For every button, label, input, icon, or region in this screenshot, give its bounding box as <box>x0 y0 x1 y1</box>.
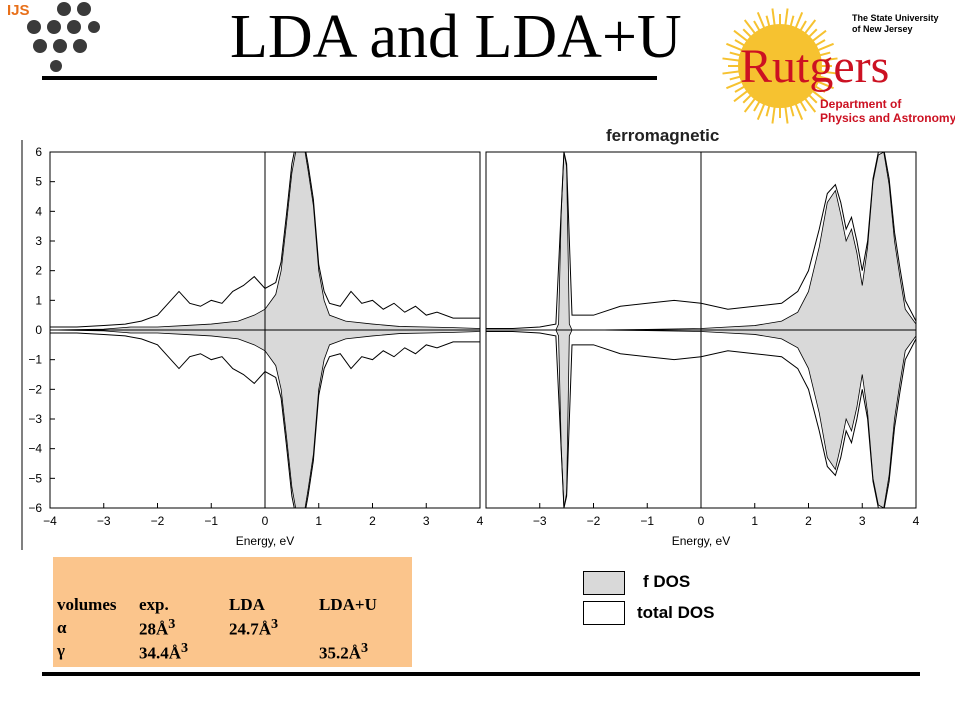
ldau-cell: 35.2Å3 <box>319 639 369 663</box>
x-tick-label: −4 <box>43 514 57 528</box>
phase-cell: γ <box>57 641 65 661</box>
y-tick-label: 6 <box>35 145 42 159</box>
table-header-cell: LDA+U <box>319 594 377 614</box>
rutgers-wordmark: Rutgers <box>740 40 889 93</box>
dos-charts: −4 −3 −2 −1 0 1 2 3 4 6 5 4 3 2 1 0 −1 −2 −3 −4 −5 −6 Energy, … <box>21 140 920 550</box>
total-dos-line-spin-down <box>486 330 916 508</box>
plot-subtitle: ferromagnetic <box>606 126 720 145</box>
y-tick-label: −2 <box>28 382 42 396</box>
total-dos-line-spin-up <box>50 152 480 328</box>
y-tick-label: 2 <box>35 264 42 278</box>
legend-label-f-dos: f DOS <box>643 572 691 591</box>
x-tick-label: 2 <box>805 514 812 528</box>
x-tick-label: 3 <box>859 514 866 528</box>
x-tick-label: −1 <box>204 514 218 528</box>
table-header-cell: exp. <box>139 594 169 614</box>
university-line-1: The State University <box>852 13 939 23</box>
lda-cell: 24.7Å3 <box>229 616 279 639</box>
x-axis-label: Energy, eV <box>236 534 294 548</box>
x-tick-label: 1 <box>751 514 758 528</box>
y-tick-label: −6 <box>28 501 42 515</box>
slide-title: LDA and LDA+U <box>230 3 682 71</box>
table-row: γ 34.4Å3 35.2Å3 <box>57 640 377 664</box>
x-tick-label: 4 <box>913 514 920 528</box>
x-tick-label: 3 <box>423 514 430 528</box>
y-tick-label: −1 <box>28 353 42 367</box>
bottom-rule <box>42 672 920 676</box>
x-tick-label: 1 <box>315 514 322 528</box>
university-line-2: of New Jersey <box>852 24 913 34</box>
x-tick-label: 4 <box>477 514 484 528</box>
ldau-cell <box>319 616 377 640</box>
ijs-logo-text: IJS <box>7 2 30 19</box>
table-header-cell: volumes <box>57 594 117 614</box>
x-tick-label: −3 <box>533 514 547 528</box>
x-tick-label: −3 <box>97 514 111 528</box>
x-tick-label: −2 <box>587 514 601 528</box>
legend-label-total-dos: total DOS <box>637 603 715 622</box>
department-line-1: Department of <box>820 97 902 111</box>
department-line-2: Physics and Astronomy <box>820 111 955 125</box>
f-dos-area-spin-down <box>50 329 480 508</box>
x-axis-label: Energy, eV <box>672 534 730 548</box>
sunburst-icon <box>722 8 838 124</box>
x-tick-label: 2 <box>369 514 376 528</box>
y-tick-label: −4 <box>28 442 42 456</box>
y-tick-label: 4 <box>35 204 42 218</box>
legend-swatch-f-dos <box>583 571 625 595</box>
y-tick-label: 0 <box>35 323 42 337</box>
x-tick-label: −1 <box>640 514 654 528</box>
table-row: α 28Å3 24.7Å3 <box>57 616 377 640</box>
x-tick-label: 0 <box>698 514 705 528</box>
table-header-row: volumes exp. LDA LDA+U <box>57 593 377 616</box>
y-tick-label: 5 <box>35 175 42 189</box>
y-tick-label: 3 <box>35 234 42 248</box>
ijs-logo-icon <box>27 2 100 72</box>
title-underline <box>42 76 657 80</box>
f-dos-area-spin-up <box>50 152 480 331</box>
table-header-cell: LDA <box>229 594 265 614</box>
exp-cell: 28Å3 <box>139 616 176 639</box>
chart-panel-ldau: −3 −2 −1 0 1 2 3 4 Energy, eV <box>485 151 920 548</box>
exp-cell: 34.4Å3 <box>139 639 189 663</box>
phase-cell: α <box>57 617 67 637</box>
chart-panel-lda: −4 −3 −2 −1 0 1 2 3 4 6 5 4 3 2 1 0 −1 −2 −3 −4 −5 −6 Energy, … <box>28 145 484 548</box>
legend-swatch-total-dos <box>583 601 625 625</box>
total-dos-line-spin-down <box>50 332 480 508</box>
volumes-table: volumes exp. LDA LDA+U α 28Å3 24.7Å3 γ 3… <box>53 557 412 667</box>
x-tick-label: −2 <box>151 514 165 528</box>
rutgers-logo: Rutgers The State University of New Jers… <box>722 8 955 125</box>
total-dos-line-spin-up <box>486 152 916 330</box>
y-tick-label: 1 <box>35 293 42 307</box>
y-tick-label: −3 <box>28 412 42 426</box>
lda-cell <box>229 640 319 664</box>
x-tick-label: 0 <box>262 514 269 528</box>
y-tick-label: −5 <box>28 471 42 485</box>
